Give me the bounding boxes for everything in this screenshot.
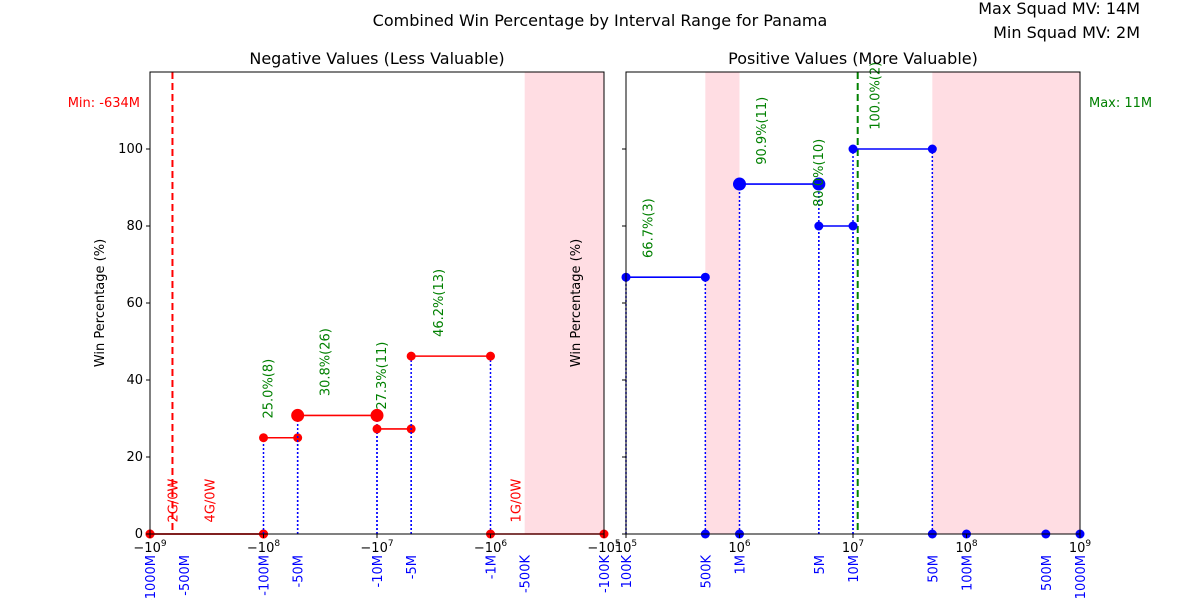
x-tick-label: −107 <box>360 539 393 556</box>
interval-start-point <box>372 424 382 434</box>
x-tick-label: −109 <box>133 539 166 556</box>
x-tick-label: 107 <box>842 539 864 556</box>
y-tick-label: 20 <box>126 450 143 465</box>
interval-win-label: 80.0%(10) <box>812 139 827 207</box>
interval-boundary-label: 1000M <box>1074 555 1089 599</box>
interval-end-point <box>700 272 710 282</box>
y-tick-label: 100 <box>118 142 143 157</box>
interval-boundary-label: 5M <box>813 555 828 575</box>
interval-boundary-label: 100M <box>961 555 976 591</box>
interval-win-label: 46.2%(13) <box>432 269 447 337</box>
interval-boundary-label: -5M <box>405 555 420 579</box>
figure-title: Combined Win Percentage by Interval Rang… <box>373 11 828 30</box>
max-squad-label: Max Squad MV: 14M <box>978 0 1140 18</box>
interval-start-point <box>733 177 746 191</box>
interval-end-point <box>486 351 495 361</box>
interval-start-point <box>406 351 416 361</box>
interval-boundary-label: 500M <box>1040 555 1055 591</box>
interval-start-point <box>814 221 824 231</box>
interval-start-point <box>848 144 858 154</box>
y-axis-label: Win Percentage (%) <box>93 239 108 367</box>
min-squad-label: Min Squad MV: 2M <box>993 23 1140 42</box>
interval-boundary-label: -100K <box>598 555 613 594</box>
x-tick-label: −106 <box>474 539 507 556</box>
interval-win-label: 27.3%(11) <box>375 342 390 410</box>
x-tick-label: 109 <box>1069 539 1092 556</box>
y-tick-label: 60 <box>126 296 143 311</box>
interval-boundary-label: 1M <box>734 555 749 575</box>
interval-boundary-label: -500M <box>178 555 193 596</box>
interval-end-point <box>370 408 384 422</box>
interval-boundary-label: 10M <box>847 555 862 583</box>
interval-end-point <box>812 177 826 191</box>
x-tick-label: 105 <box>615 539 637 556</box>
interval-boundary-label: 500K <box>699 555 714 589</box>
y-axis-label: Win Percentage (%) <box>569 239 584 367</box>
interval-win-label: 1G/0W <box>510 478 525 522</box>
panel-title: Negative Values (Less Valuable) <box>249 49 504 68</box>
shaded-region <box>524 72 604 534</box>
interval-win-label: 4G/0W <box>203 478 218 522</box>
interval-end-point <box>927 144 937 154</box>
shaded-region <box>705 72 740 534</box>
y-tick-label: 80 <box>126 219 143 234</box>
interval-win-label: 90.9%(11) <box>755 97 770 165</box>
x-tick-label: −105 <box>587 539 620 556</box>
shaded-region <box>932 72 1080 534</box>
interval-start-point <box>259 433 268 443</box>
x-tick-label: 108 <box>955 539 978 556</box>
interval-win-label: 25.0%(8) <box>262 359 277 419</box>
reference-line-label: Min: -634M <box>68 96 140 111</box>
reference-line-label: Max: 11M <box>1089 96 1152 111</box>
panel-title: Positive Values (More Valuable) <box>728 49 978 68</box>
interval-boundary-label: -100M <box>258 555 273 596</box>
x-tick-label: −108 <box>247 539 280 556</box>
interval-boundary-label: -1M <box>485 555 500 579</box>
negative-values-panel: Min: -634M 2G/0W 4G/0W 25.0%(8) 30.8%(26) 27.… <box>68 49 621 600</box>
interval-start-point <box>291 408 305 422</box>
interval-boundary-label: 100K <box>620 555 635 589</box>
y-tick-label: 40 <box>126 373 143 388</box>
interval-boundary-label: -50M <box>292 555 307 587</box>
interval-win-label: 30.8%(26) <box>318 328 333 396</box>
interval-boundary-label: -10M <box>371 555 386 587</box>
y-tick-label: 0 <box>135 527 143 542</box>
x-tick-label: 106 <box>728 539 751 556</box>
interval-boundary-label: 50M <box>926 555 941 583</box>
interval-win-label: 100.0%(2) <box>869 62 884 130</box>
interval-boundary-label: -1000M <box>144 555 159 600</box>
interval-boundary-label: -500K <box>519 555 534 594</box>
positive-values-panel: Max: 11M 66.7%(3) 90.9%(11) 80.0%(10) 100.0%… <box>569 49 1152 599</box>
interval-win-label: 66.7%(3) <box>642 198 657 258</box>
interval-win-label: 2G/0W <box>166 478 181 522</box>
